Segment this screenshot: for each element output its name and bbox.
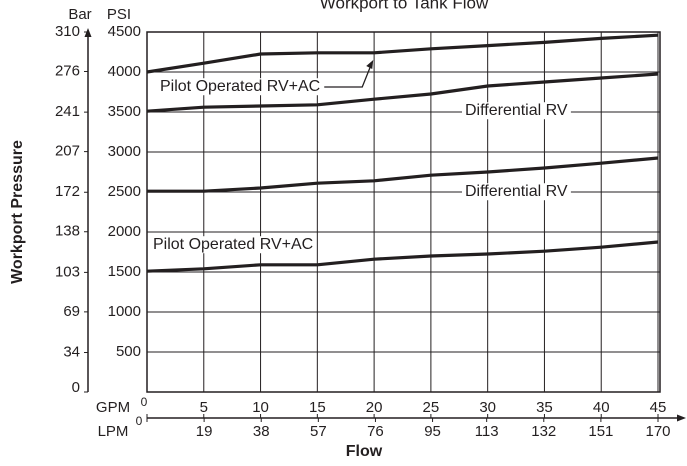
x-tick-label: 45	[650, 399, 667, 416]
chart-title: Workport to Tank Flow	[320, 0, 489, 12]
series-label-bg	[462, 102, 571, 120]
y2-tick-label: 69	[63, 303, 80, 320]
y-tick-label: 500	[116, 343, 141, 360]
y2-tick-label: 207	[55, 143, 80, 160]
series-label-bg	[462, 183, 571, 201]
y-tick-label: 3500	[108, 103, 141, 120]
x-axis-title: Flow	[346, 443, 383, 460]
y-tick-label: 3000	[108, 143, 141, 160]
series-label: Pilot Operated RV+AC	[153, 236, 313, 253]
series-label: Pilot Operated RV+AC	[160, 78, 320, 95]
y-axis-title: Workport Pressure	[9, 140, 26, 284]
series-label-bg	[157, 78, 324, 96]
x-tick-label: 30	[479, 399, 496, 416]
x-tick-label: 5	[200, 399, 208, 416]
x2-tick-label: 151	[588, 423, 613, 440]
y-unit: PSI	[107, 6, 131, 23]
x2-tick-label: 170	[645, 423, 670, 440]
x2-tick-label: 57	[310, 423, 327, 440]
x-tick-label: 20	[366, 399, 383, 416]
annotation-arrow	[324, 66, 371, 88]
y2-tick-label: 241	[55, 103, 80, 120]
x2-unit: LPM	[98, 423, 129, 440]
y-tick-label: 4500	[108, 23, 141, 40]
x2-tick-label: 76	[367, 423, 384, 440]
series-line	[147, 156, 659, 193]
x-tick-label: 25	[423, 399, 440, 416]
series-label-bg	[150, 236, 317, 254]
x-tick-label: 10	[252, 399, 269, 416]
x-tick-label: 35	[536, 399, 553, 416]
series-label: Differential RV	[465, 183, 568, 200]
y2-tick-label: 276	[55, 62, 80, 79]
y2-tick-label: 172	[55, 183, 80, 200]
x2-tick-label: 132	[531, 423, 556, 440]
y2-tick-label: 103	[55, 263, 80, 280]
x-tick-label: 40	[593, 399, 610, 416]
y2-tick-label: 138	[55, 223, 80, 240]
x2-tick-label: 0	[136, 414, 143, 428]
y2-tick-label: 34	[63, 343, 80, 360]
y2-unit: Bar	[68, 6, 91, 23]
y2-tick-label: 0	[72, 379, 80, 396]
x-unit: GPM	[96, 399, 130, 416]
y-tick-label: 2500	[108, 183, 141, 200]
y-tick-label: 4000	[108, 63, 141, 80]
series-line	[146, 72, 659, 113]
y2-tick-label: 310	[55, 23, 80, 40]
series-line	[146, 240, 659, 273]
x2-tick-label: 19	[196, 423, 213, 440]
series-label: Differential RV	[465, 102, 568, 119]
y-tick-label: 1500	[108, 263, 141, 280]
x-tick-label: 0	[141, 395, 148, 409]
annotation-arrowhead	[366, 60, 374, 69]
x2-tick-label: 95	[424, 423, 441, 440]
x2-tick-label: 38	[253, 423, 270, 440]
y-tick-label: 2000	[108, 223, 141, 240]
x-axis-arrow	[677, 414, 686, 422]
x-tick-label: 15	[309, 399, 326, 416]
series-line	[146, 33, 659, 74]
x2-tick-label: 113	[475, 423, 499, 440]
y-tick-label: 1000	[108, 303, 141, 320]
